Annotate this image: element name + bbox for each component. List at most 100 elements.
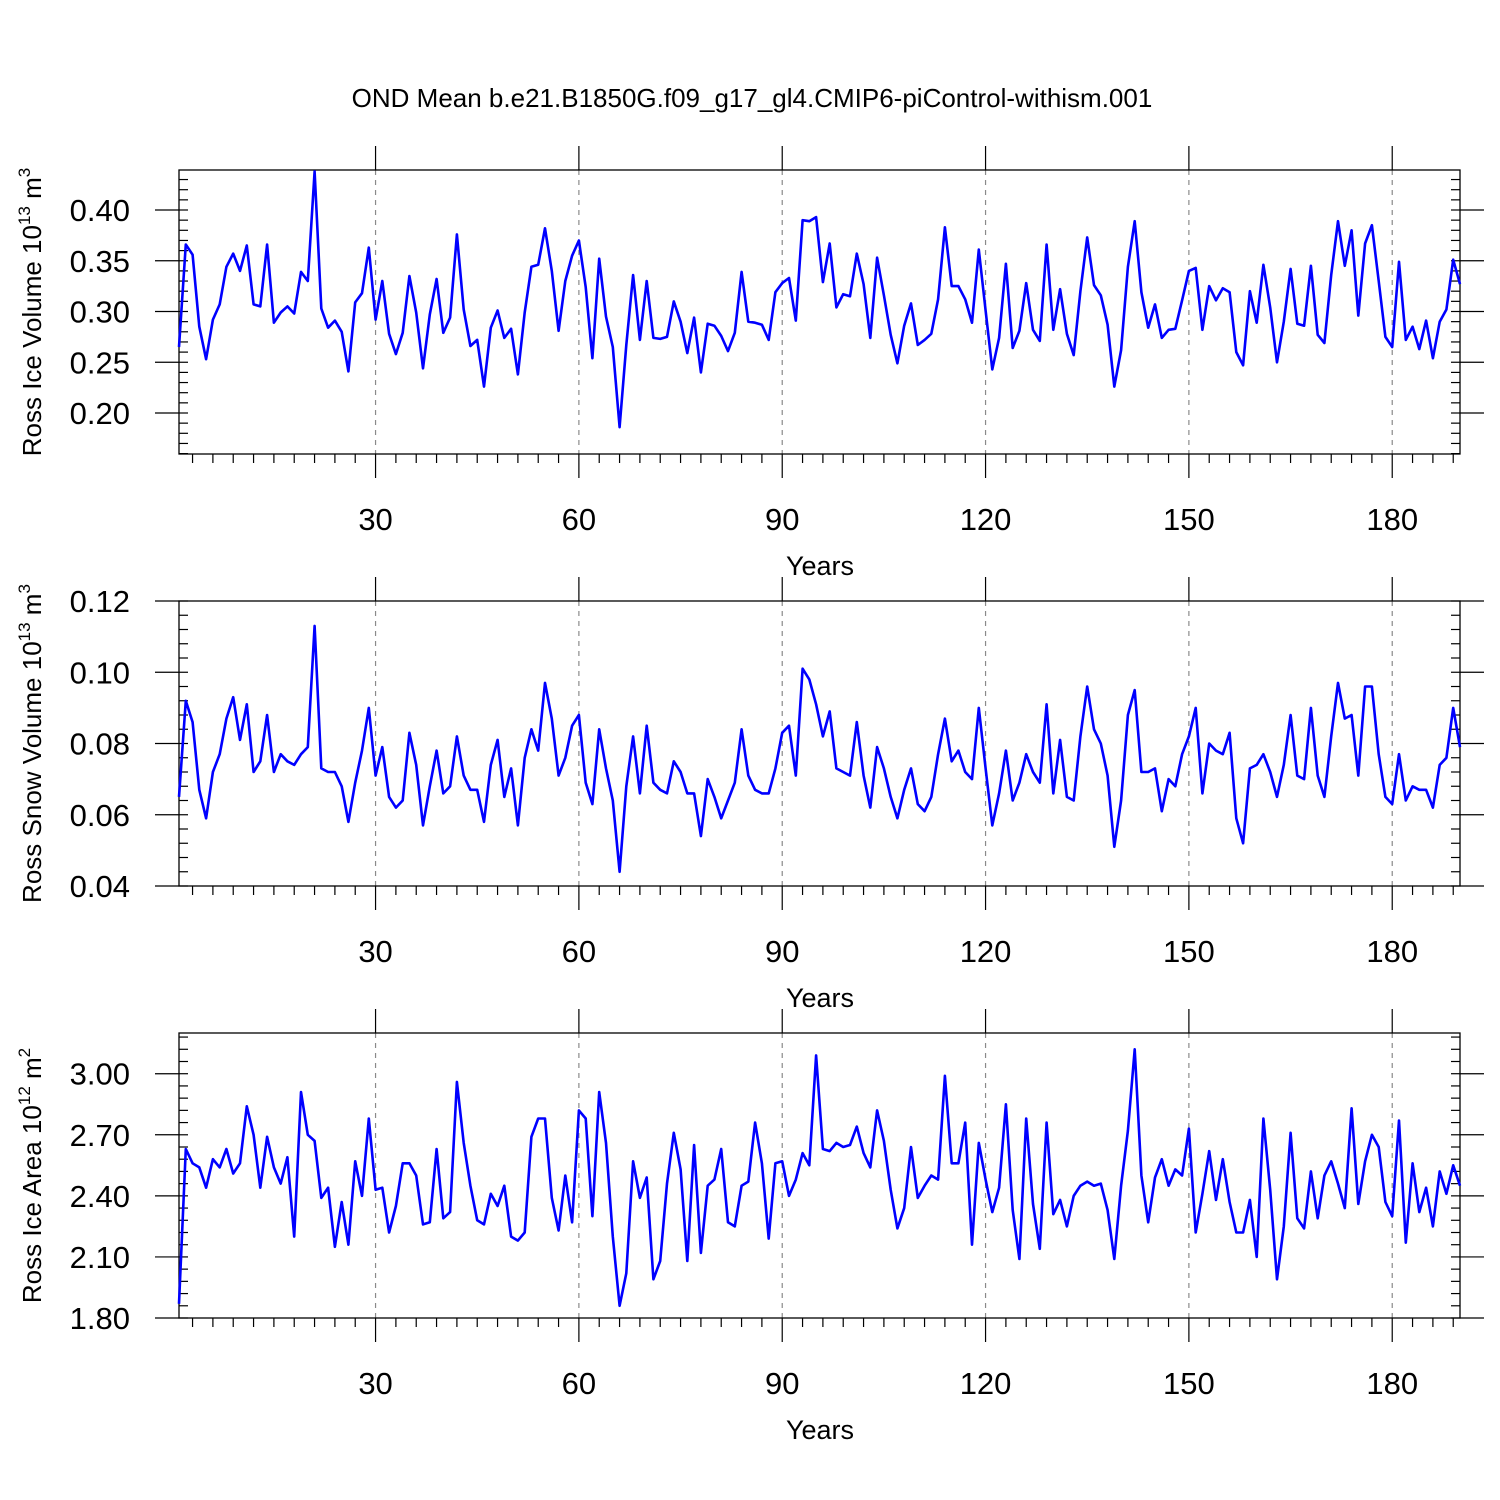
data-point — [1086, 236, 1088, 238]
data-point — [747, 321, 749, 323]
data-point — [246, 1105, 248, 1107]
data-point — [618, 1305, 620, 1307]
data-point — [727, 799, 729, 801]
y-tick-label-0_35: 0.35 — [70, 244, 130, 279]
data-point — [1228, 291, 1230, 293]
data-point — [280, 753, 282, 755]
data-point — [191, 721, 193, 723]
data-point — [273, 771, 275, 773]
data-point — [1378, 280, 1380, 282]
data-point — [1228, 1201, 1230, 1203]
data-point — [774, 1162, 776, 1164]
data-point — [971, 778, 973, 780]
data-point — [1188, 270, 1190, 272]
data-point — [1167, 778, 1169, 780]
data-point — [1025, 1117, 1027, 1119]
data-point — [1093, 284, 1095, 286]
data-point — [768, 792, 770, 794]
data-point — [300, 753, 302, 755]
data-point — [1201, 329, 1203, 331]
data-point — [591, 803, 593, 805]
data-point — [930, 796, 932, 798]
data-point — [178, 346, 180, 348]
data-point — [991, 368, 993, 370]
data-point — [374, 318, 376, 320]
data-point — [1357, 1203, 1359, 1205]
data-point — [1452, 259, 1454, 261]
data-point — [1222, 753, 1224, 755]
data-point — [463, 1142, 465, 1144]
data-point — [734, 1225, 736, 1227]
data-point — [883, 294, 885, 296]
data-point — [1283, 764, 1285, 766]
data-point — [1405, 339, 1407, 341]
data-point — [1323, 342, 1325, 344]
data-point — [1005, 263, 1007, 265]
data-point — [978, 1142, 980, 1144]
data-point — [1181, 1174, 1183, 1176]
data-point — [564, 757, 566, 759]
data-point — [1195, 1231, 1197, 1233]
data-point — [1371, 685, 1373, 687]
data-point — [1384, 1201, 1386, 1203]
data-point — [1371, 224, 1373, 226]
data-point — [341, 785, 343, 787]
data-point — [510, 767, 512, 769]
data-point — [652, 337, 654, 339]
data-point — [781, 732, 783, 734]
data-point — [700, 371, 702, 373]
data-point — [354, 301, 356, 303]
data-point — [964, 298, 966, 300]
data-point — [1276, 1278, 1278, 1280]
x-tick-label-60: 60 — [562, 934, 596, 969]
data-point — [395, 806, 397, 808]
data-point — [591, 357, 593, 359]
data-point — [605, 315, 607, 317]
x-tick-label-90: 90 — [765, 934, 799, 969]
y-tick-label-2_1: 2.10 — [70, 1240, 130, 1275]
data-point — [368, 707, 370, 709]
data-point — [483, 385, 485, 387]
data-point — [618, 871, 620, 873]
data-point — [835, 306, 837, 308]
data-point — [923, 1185, 925, 1187]
data-point — [598, 1091, 600, 1093]
data-point — [896, 817, 898, 819]
data-point — [1242, 1231, 1244, 1233]
data-point — [1249, 767, 1251, 769]
data-point — [1303, 325, 1305, 327]
data-point — [1276, 796, 1278, 798]
data-point — [1432, 806, 1434, 808]
data-point — [1249, 290, 1251, 292]
data-point — [374, 1189, 376, 1191]
data-point — [1459, 283, 1461, 285]
y-tick-label-2_7: 2.70 — [70, 1118, 130, 1153]
data-point — [998, 337, 1000, 339]
data-point — [327, 1187, 329, 1189]
data-point — [727, 350, 729, 352]
data-point — [293, 312, 295, 314]
data-point — [761, 1162, 763, 1164]
data-point — [944, 717, 946, 719]
data-point — [1100, 1182, 1102, 1184]
data-point — [1012, 1209, 1014, 1211]
data-point — [1134, 220, 1136, 222]
data-point — [1059, 1199, 1061, 1201]
data-point — [1134, 1048, 1136, 1050]
data-point — [388, 333, 390, 335]
data-point — [1405, 1242, 1407, 1244]
data-point — [178, 796, 180, 798]
data-point — [1411, 785, 1413, 787]
data-point — [862, 283, 864, 285]
data-point — [219, 303, 221, 305]
data-series-ross-ice-area — [177, 1048, 1462, 1308]
x-tick-label-60: 60 — [562, 1366, 596, 1401]
data-point — [1012, 347, 1014, 349]
data-point — [930, 333, 932, 335]
data-point — [666, 792, 668, 794]
data-point — [185, 243, 187, 245]
data-point — [1161, 337, 1163, 339]
data-point — [1100, 294, 1102, 296]
data-point — [517, 1239, 519, 1241]
x-tick-label-180: 180 — [1366, 934, 1418, 969]
